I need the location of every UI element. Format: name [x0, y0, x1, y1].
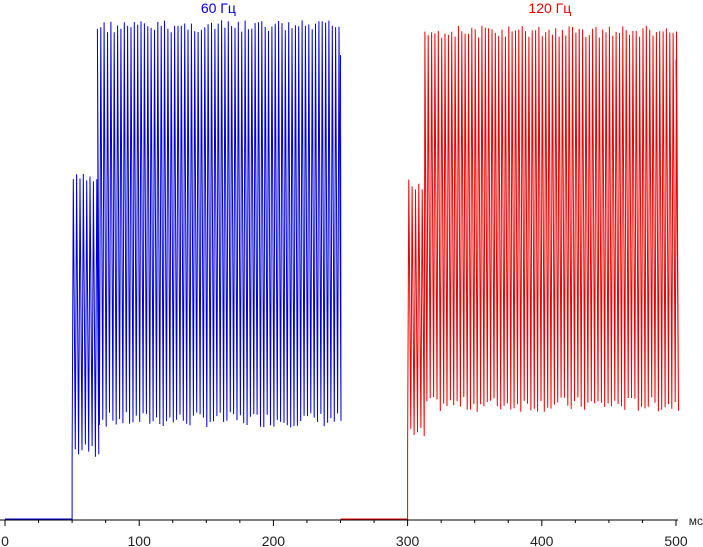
x-tick-label: 100: [128, 533, 152, 547]
x-tick-label: 500: [664, 533, 688, 547]
series-label-1: 120 Гц: [528, 0, 571, 16]
series-labels: 60 Гц 120 Гц: [201, 0, 571, 16]
series-line-1: [340, 25, 679, 520]
x-tick-label: 300: [396, 533, 420, 547]
series-line-0: [5, 20, 342, 520]
x-ticks: 0 100 200 300 400 500: [1, 520, 688, 547]
x-tick-label: 200: [262, 533, 286, 547]
x-tick-label: 0: [1, 533, 9, 547]
plot-area: [5, 20, 679, 520]
series-label-0: 60 Гц: [201, 0, 236, 16]
x-axis-unit: мс: [689, 514, 703, 528]
x-tick-label: 400: [530, 533, 554, 547]
